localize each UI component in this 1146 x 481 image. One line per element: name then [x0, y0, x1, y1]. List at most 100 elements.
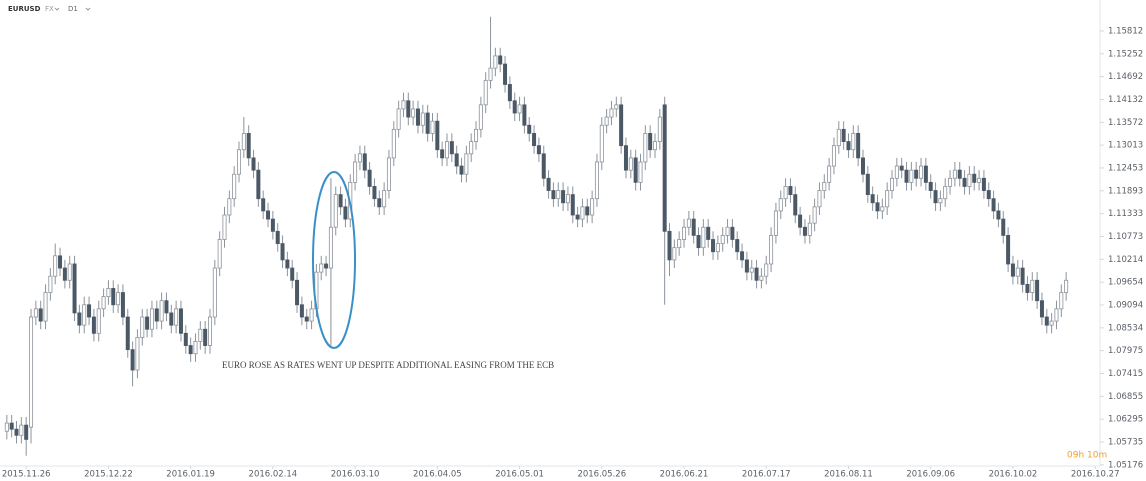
- candle-body: [715, 243, 720, 253]
- candle-body: [459, 165, 464, 175]
- candle-body: [367, 169, 372, 187]
- candle-body: [638, 161, 643, 183]
- candle-body: [686, 218, 691, 228]
- dropdown-caret[interactable]: [54, 7, 60, 11]
- candle-body: [425, 112, 430, 134]
- candle-body: [628, 157, 633, 171]
- candle-body: [125, 316, 130, 351]
- y-tick-label: 1.06295: [1108, 415, 1143, 425]
- candle-body: [619, 104, 624, 147]
- y-tick-label: 1.12453: [1108, 163, 1143, 173]
- candle-body: [662, 104, 667, 232]
- candle-body: [14, 428, 19, 436]
- plot-area: [4, 16, 1069, 456]
- candle-body: [948, 177, 953, 187]
- candle-body: [183, 332, 188, 346]
- y-tick-label: 1.05176: [1108, 460, 1143, 470]
- x-tick-label: 2016.07.17: [742, 470, 791, 480]
- candle-body: [256, 169, 261, 200]
- candle-body: [386, 157, 391, 191]
- candle-body: [933, 190, 938, 204]
- candle-body: [507, 84, 512, 102]
- candle-body: [241, 133, 246, 151]
- timeframe-tag[interactable]: D1: [68, 5, 78, 13]
- candle-body: [1015, 267, 1020, 277]
- market-tag[interactable]: FX: [45, 5, 54, 13]
- candle-body: [382, 190, 387, 208]
- candle-body: [372, 186, 377, 200]
- candle-body: [1054, 308, 1059, 322]
- candle-body: [275, 230, 280, 244]
- y-tick-label: 1.14132: [1108, 95, 1143, 105]
- candle-body: [212, 267, 217, 318]
- candle-body: [53, 255, 58, 277]
- candle-body: [696, 235, 701, 249]
- candle-body: [865, 173, 870, 196]
- candle-body: [522, 104, 527, 126]
- candle-body: [430, 120, 435, 134]
- candle-body: [1006, 235, 1011, 265]
- candle-body: [836, 128, 841, 147]
- candle-body: [149, 308, 154, 330]
- candle-body: [357, 153, 362, 163]
- candle-body: [928, 181, 933, 191]
- candle-body: [599, 124, 604, 163]
- candle-body: [517, 104, 522, 114]
- candle-body: [551, 190, 556, 200]
- candle-body: [319, 263, 324, 273]
- candle-body: [478, 104, 483, 130]
- highlight-ellipse: [312, 171, 356, 349]
- x-tick-label: 2016.06.21: [660, 470, 709, 480]
- candle-body: [764, 263, 769, 277]
- candle-body: [33, 308, 38, 318]
- candle-body: [977, 177, 982, 183]
- candle-body: [532, 133, 537, 147]
- candle-body: [1044, 316, 1049, 326]
- candle-body: [972, 173, 977, 183]
- candle-body: [261, 198, 266, 212]
- y-tick-label: 1.11893: [1108, 186, 1143, 196]
- x-tick-label: 2016.09.06: [906, 470, 955, 480]
- candle-body: [111, 288, 116, 306]
- candle-body: [802, 226, 807, 236]
- candle-body: [106, 288, 111, 298]
- candle-body: [817, 190, 822, 208]
- y-tick-label: 1.13013: [1108, 141, 1143, 151]
- candle-body: [967, 173, 972, 187]
- dropdown-caret[interactable]: [85, 7, 91, 11]
- y-tick-label: 1.07415: [1108, 369, 1143, 379]
- y-tick-label: 1.09654: [1108, 278, 1143, 288]
- candle-body: [29, 316, 34, 428]
- candle-body: [290, 267, 295, 281]
- candle-body: [96, 308, 101, 334]
- candle-body: [1035, 279, 1040, 302]
- candle-body: [222, 214, 227, 240]
- candle-body: [140, 316, 145, 338]
- candle-body: [295, 279, 300, 306]
- candle-body: [164, 300, 169, 314]
- candle-body: [957, 169, 962, 179]
- candle-body: [503, 63, 508, 85]
- candle-body: [623, 145, 628, 171]
- candle-body: [1001, 218, 1006, 236]
- candle-body: [546, 177, 551, 191]
- candle-body: [672, 247, 677, 261]
- candle-body: [1064, 279, 1069, 293]
- candle-body: [648, 133, 653, 151]
- candle-body: [237, 149, 242, 175]
- candle-body: [145, 316, 150, 330]
- candle-body: [48, 275, 53, 293]
- y-tick-label: 1.07975: [1108, 346, 1143, 356]
- candle-body: [67, 263, 72, 281]
- candle-body: [4, 422, 9, 432]
- candle-body: [440, 149, 445, 159]
- candle-body: [299, 304, 304, 318]
- candle-body: [406, 100, 411, 118]
- candle-body: [227, 198, 232, 216]
- candle-body: [445, 141, 450, 159]
- candle-body: [749, 267, 754, 273]
- symbol[interactable]: EURUSD: [8, 5, 41, 13]
- candle-body: [328, 226, 333, 269]
- candle-body: [217, 239, 222, 269]
- candle-body: [788, 186, 793, 196]
